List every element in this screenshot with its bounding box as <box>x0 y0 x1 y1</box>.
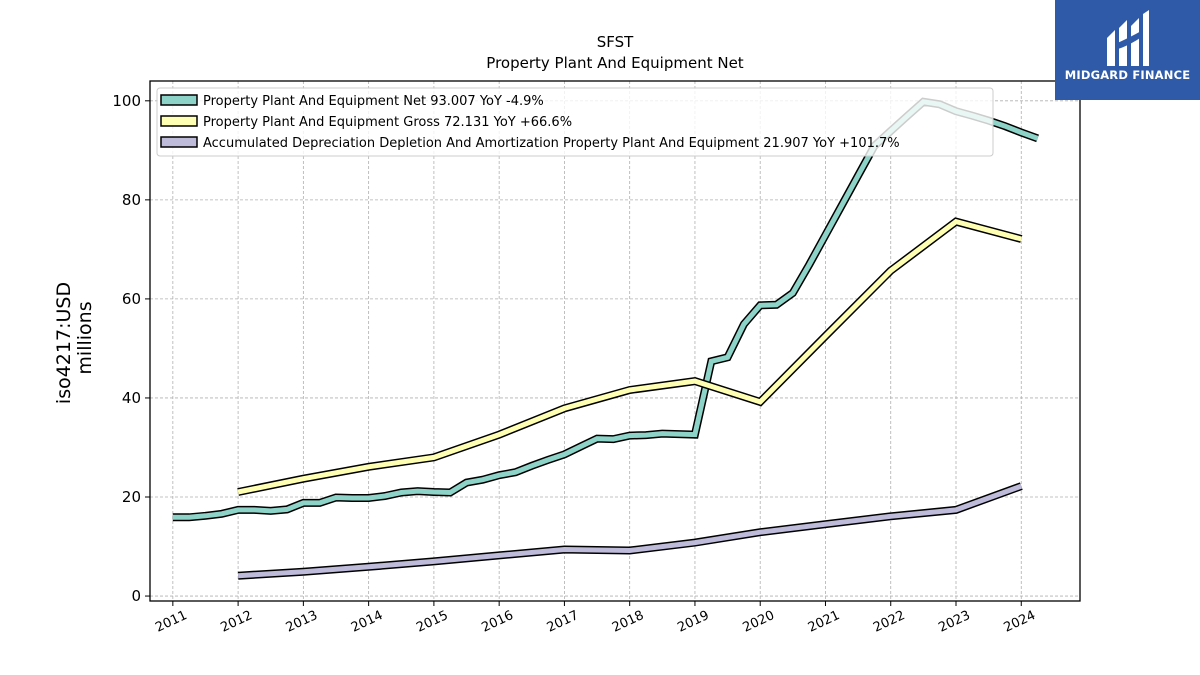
chart-title: SFST <box>597 33 634 51</box>
y-tick-label: 0 <box>131 587 141 605</box>
x-tick-label: 2024 <box>1002 608 1038 636</box>
y-axis: 0 20 40 60 80 100 <box>112 92 150 605</box>
x-tick-label: 2016 <box>480 608 516 636</box>
y-tick-label: 40 <box>122 389 141 407</box>
x-axis: 2011 2012 2013 2014 2015 2016 2017 2018 2019 2020… <box>153 601 1038 636</box>
series-line-1 <box>237 218 1022 495</box>
plot-area <box>149 80 1081 602</box>
brand-logo: MIDGARD FINANCE <box>1055 0 1200 100</box>
legend-swatch-0 <box>160 94 198 106</box>
x-tick-label: 2014 <box>349 608 385 636</box>
legend-swatch-2 <box>160 136 198 148</box>
legend-label-1: Property Plant And Equipment Gross 72.13… <box>203 115 572 130</box>
x-tick-label: 2011 <box>153 608 189 636</box>
legend-label-0: Property Plant And Equipment Net 93.007 … <box>203 94 544 109</box>
series-line-0 <box>172 99 1039 520</box>
x-tick-label: 2013 <box>284 608 320 636</box>
x-tick-label: 2018 <box>610 608 646 636</box>
chart-subtitle: Property Plant And Equipment Net <box>486 54 743 72</box>
x-tick-label: 2021 <box>806 608 842 636</box>
x-tick-label: 2019 <box>675 608 711 636</box>
y-tick-label: 20 <box>122 488 141 506</box>
x-tick-label: 2015 <box>414 608 450 636</box>
brand-name: MIDGARD FINANCE <box>1064 68 1191 82</box>
y-axis-label-units: iso4217:USD <box>53 282 75 404</box>
midgard-logo-icon <box>1107 10 1149 66</box>
series-layer <box>172 97 1039 580</box>
legend-label-2: Accumulated Depreciation Depletion And A… <box>203 136 900 151</box>
y-tick-label: 60 <box>122 290 141 308</box>
x-tick-label: 2020 <box>741 608 777 636</box>
legend-box <box>156 87 994 157</box>
y-axis-label-scale: millions <box>74 301 96 374</box>
x-tick-label: 2012 <box>218 608 254 636</box>
grid-lines <box>150 81 1080 601</box>
series-outline-0 <box>172 97 1039 522</box>
y-tick-label: 80 <box>122 191 141 209</box>
x-tick-label: 2023 <box>936 608 972 636</box>
x-tick-label: 2022 <box>871 608 907 636</box>
legend: Property Plant And Equipment Net 93.007 … <box>156 87 994 157</box>
series-line-2 <box>237 483 1023 579</box>
y-tick-label: 100 <box>112 92 141 110</box>
legend-swatch-1 <box>160 115 198 127</box>
x-tick-label: 2017 <box>545 608 581 636</box>
